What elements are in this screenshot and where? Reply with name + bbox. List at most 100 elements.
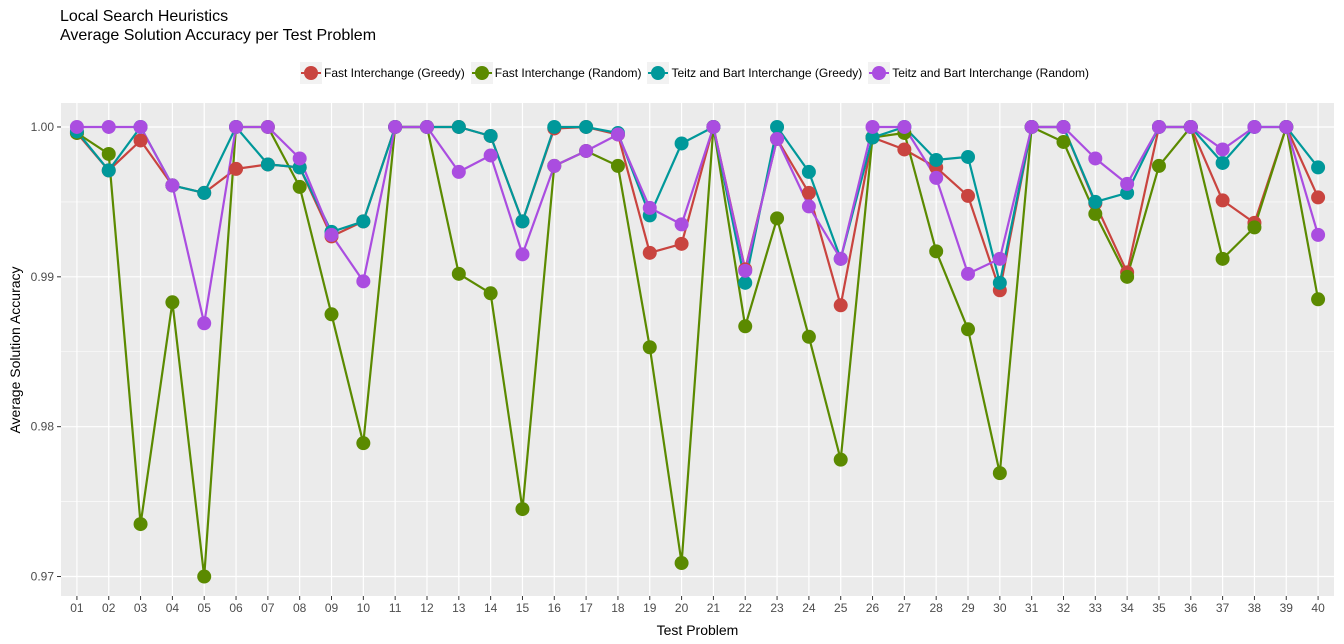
legend-label: Fast Interchange (Greedy) <box>324 66 465 80</box>
x-tick-label: 02 <box>102 601 116 615</box>
data-point <box>1120 176 1135 191</box>
data-point <box>992 275 1007 290</box>
data-point <box>1311 160 1326 175</box>
x-tick-label: 04 <box>166 601 180 615</box>
data-point <box>642 245 657 260</box>
series-4-points <box>69 119 1326 331</box>
data-point <box>356 436 371 451</box>
x-tick-label: 21 <box>707 601 721 615</box>
data-point <box>356 274 371 289</box>
data-point <box>579 119 594 134</box>
x-tick-label: 35 <box>1152 601 1166 615</box>
data-point <box>1279 119 1294 134</box>
data-point <box>1215 142 1230 157</box>
x-tick-label: 20 <box>675 601 689 615</box>
data-point <box>101 146 116 161</box>
x-tick-label: 06 <box>229 601 243 615</box>
data-point <box>1311 292 1326 307</box>
data-point <box>515 214 530 229</box>
data-point <box>260 119 275 134</box>
x-tick-label: 40 <box>1311 601 1325 615</box>
series-line <box>76 125 1320 578</box>
y-tick-label: 0.99 <box>31 270 55 284</box>
data-point <box>897 119 912 134</box>
legend-item: Teitz and Bart Interchange (Random) <box>868 62 1089 84</box>
x-tick-label: 30 <box>993 601 1007 615</box>
data-point <box>1024 119 1039 134</box>
data-point <box>1056 134 1071 149</box>
data-point <box>833 298 848 313</box>
data-point <box>674 236 689 251</box>
legend-key <box>868 62 891 84</box>
x-tick-label: 08 <box>293 601 307 615</box>
y-tick-label: 1.00 <box>31 120 55 134</box>
data-point <box>865 130 880 145</box>
data-point <box>738 275 753 290</box>
data-point <box>483 148 498 163</box>
data-point <box>547 119 562 134</box>
data-point <box>897 142 912 157</box>
data-point <box>515 502 530 517</box>
y-axis-label: Average Solution Accuracy <box>6 100 24 600</box>
legend-item: Fast Interchange (Greedy) <box>300 62 465 84</box>
data-point <box>801 199 816 214</box>
x-tick-label: 26 <box>866 601 880 615</box>
x-tick-label: 12 <box>420 601 434 615</box>
data-point <box>674 556 689 571</box>
data-point <box>483 286 498 301</box>
y-axis-label-text: Average Solution Accuracy <box>7 266 23 434</box>
data-point <box>483 128 498 143</box>
data-point <box>1215 193 1230 208</box>
data-point <box>929 244 944 259</box>
x-axis-label: Test Problem <box>656 622 739 638</box>
data-point <box>165 178 180 193</box>
series-4 <box>76 125 1320 325</box>
data-point <box>579 143 594 158</box>
data-point <box>1215 251 1230 266</box>
x-tick-label: 34 <box>1120 601 1134 615</box>
data-point <box>674 136 689 151</box>
x-tick-label: 18 <box>611 601 625 615</box>
data-point <box>865 119 880 134</box>
data-point <box>770 211 785 226</box>
legend-item: Teitz and Bart Interchange (Greedy) <box>647 62 862 84</box>
data-point <box>674 217 689 232</box>
data-point <box>992 466 1007 481</box>
x-tick-label: 01 <box>70 601 84 615</box>
x-tick-label: 17 <box>579 601 593 615</box>
data-point <box>165 295 180 310</box>
x-tick-label: 38 <box>1248 601 1262 615</box>
x-tick-label: 28 <box>930 601 944 615</box>
data-point <box>197 569 212 584</box>
data-point <box>101 163 116 178</box>
legend-key <box>647 62 670 84</box>
data-point <box>419 119 434 134</box>
data-point <box>1088 194 1103 209</box>
x-tick-label: 11 <box>389 601 402 615</box>
data-point <box>133 119 148 134</box>
data-point <box>133 133 148 148</box>
x-tick-label: 22 <box>739 601 753 615</box>
x-tick-label: 27 <box>898 601 912 615</box>
data-point <box>610 158 625 173</box>
x-tick-label: 13 <box>452 601 466 615</box>
data-point <box>1120 269 1135 284</box>
data-point <box>1151 119 1166 134</box>
data-point <box>1247 220 1262 235</box>
data-point <box>642 340 657 355</box>
data-point <box>992 251 1007 266</box>
x-tick-label: 10 <box>357 601 371 615</box>
x-tick-label: 37 <box>1216 601 1230 615</box>
data-point <box>388 119 403 134</box>
data-point <box>451 164 466 179</box>
data-point <box>801 164 816 179</box>
data-point <box>451 119 466 134</box>
data-point <box>642 200 657 215</box>
x-tick-label: 32 <box>1057 601 1071 615</box>
legend-key <box>470 62 493 84</box>
data-point <box>1247 119 1262 134</box>
x-tick-label: 25 <box>834 601 848 615</box>
data-point <box>292 179 307 194</box>
x-tick-label: 16 <box>548 601 562 615</box>
data-point <box>229 161 244 176</box>
